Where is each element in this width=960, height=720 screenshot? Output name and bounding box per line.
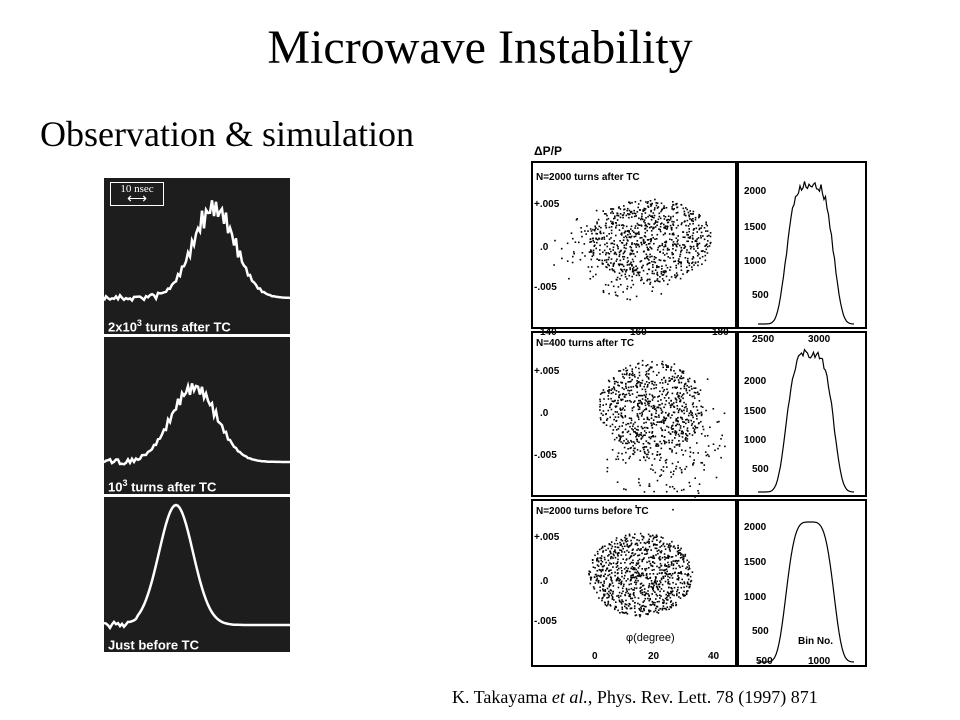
- sim-row-3-xtick-3: 40: [708, 651, 720, 662]
- trace-3-plot: [104, 503, 290, 631]
- sim-row-3-xtick-1: 0: [592, 651, 598, 662]
- sim-row-2-label: N=400 turns after TC: [536, 338, 635, 349]
- sim-row-3-ytick-3: -.005: [534, 616, 557, 627]
- time-scale-label: 10 nsec: [120, 183, 154, 195]
- sim-row-3-xtick-2: 20: [648, 651, 660, 662]
- histogram-curve-2: [758, 348, 855, 493]
- sim-row-1-ytick-1: +.005: [534, 199, 560, 210]
- hist-row-1-ytick-4: 500: [752, 290, 769, 301]
- hist-row-3-ytick-2: 1500: [744, 557, 767, 568]
- trace-1-label: 2x103 turns after TC: [108, 318, 231, 334]
- sim-row-1-histxtick-2: 3000: [808, 334, 831, 345]
- sim-row-3-label: N=2000 turns before TC: [536, 506, 649, 517]
- scatter-frame-3: [531, 499, 737, 667]
- hist-row-1-ytick-3: 1000: [744, 256, 767, 267]
- trace-3-label-pre: Just before TC: [108, 637, 200, 652]
- citation-etal: et al.: [551, 687, 588, 707]
- citation-author: K. Takayama: [452, 687, 548, 707]
- sim-row-1-xtick-3: 180: [712, 327, 729, 338]
- sim-row-1-histxtick-1: 2500: [752, 334, 775, 345]
- hist-row-3-ytick-1: 2000: [744, 522, 767, 533]
- citation: K. Takayama et al., Phys. Rev. Lett. 78 …: [452, 687, 818, 708]
- sim-xlabel-right: Bin No.: [798, 636, 833, 647]
- slide-title: Microwave Instability: [267, 21, 693, 74]
- scatter-frame-1: [531, 161, 737, 329]
- histogram-curve-1: [758, 181, 855, 325]
- hist-row-1-ytick-2: 1500: [744, 222, 767, 233]
- simulation-figure: ΔP/P N=2000 turns after TC N=400 turns a…: [530, 142, 870, 670]
- hist-row-2-ytick-1: 2000: [744, 376, 767, 387]
- observation-trace-3: Just before TC: [104, 497, 290, 652]
- histogram-curve-3: [758, 521, 855, 663]
- sim-row-1-ytick-3: -.005: [534, 282, 557, 293]
- hist-row-2-ytick-4: 500: [752, 464, 769, 475]
- histogram-frame-3: [737, 499, 867, 667]
- sim-row-2-ytick-1: +.005: [534, 366, 560, 377]
- trace-2-label-pre: 10: [108, 479, 123, 494]
- sim-ylabel: ΔP/P: [534, 144, 562, 158]
- time-scale-indicator: 10 nsec ⟷: [110, 182, 164, 207]
- sim-row-3-ytick-1: +.005: [534, 532, 560, 543]
- hist-row-2-ytick-2: 1500: [744, 406, 767, 417]
- trace-2-label-post: turns after TC: [127, 479, 217, 494]
- hist-row-3-ytick-4: 500: [752, 626, 769, 637]
- trace-2-plot: [104, 381, 290, 466]
- citation-journal: , Phys. Rev. Lett. 78 (1997) 871: [587, 687, 818, 707]
- simulation-plots: [531, 161, 867, 667]
- trace-1-label-post: turns after TC: [141, 319, 231, 334]
- slide-subtitle: Observation & simulation: [40, 114, 414, 154]
- sim-row-1-xtick-2: 160: [630, 327, 647, 338]
- double-arrow-icon: ⟷: [126, 192, 148, 207]
- sim-row-2-ytick-2: .0: [540, 408, 549, 419]
- sim-row-1-xtick-1: 140: [540, 327, 557, 338]
- observation-trace-2: 103 turns after TC: [104, 337, 290, 494]
- trace-1-label-sup: 3: [136, 317, 142, 328]
- trace-3-label: Just before TC: [108, 636, 199, 652]
- hist-row-1-ytick-1: 2000: [744, 186, 767, 197]
- trace-2-label: 103 turns after TC: [108, 478, 216, 494]
- trace-1-plot: [104, 200, 290, 303]
- trace-1-label-pre: 2x10: [108, 319, 137, 334]
- observation-trace-1: 10 nsec ⟷ 2x103 turns after TC: [104, 178, 290, 334]
- trace-2-label-sup: 3: [122, 477, 128, 488]
- scatter-frame-2: [531, 331, 737, 497]
- sim-row-2-ytick-3: -.005: [534, 450, 557, 461]
- sim-row-3-ytick-2: .0: [540, 576, 549, 587]
- sim-row-1-label: N=2000 turns after TC: [536, 172, 640, 183]
- hist-row-3-ytick-3: 1000: [744, 592, 767, 603]
- sim-row-1-ytick-2: .0: [540, 242, 549, 253]
- sim-row-3-histxtick-2: 1000: [808, 656, 831, 667]
- sim-row-3-histxtick-1: 500: [756, 656, 773, 667]
- histogram-frame-1: [737, 161, 867, 329]
- hist-row-2-ytick-3: 1000: [744, 435, 767, 446]
- histogram-frame-2: [737, 331, 867, 497]
- sim-xlabel-left: φ(degree): [626, 632, 675, 644]
